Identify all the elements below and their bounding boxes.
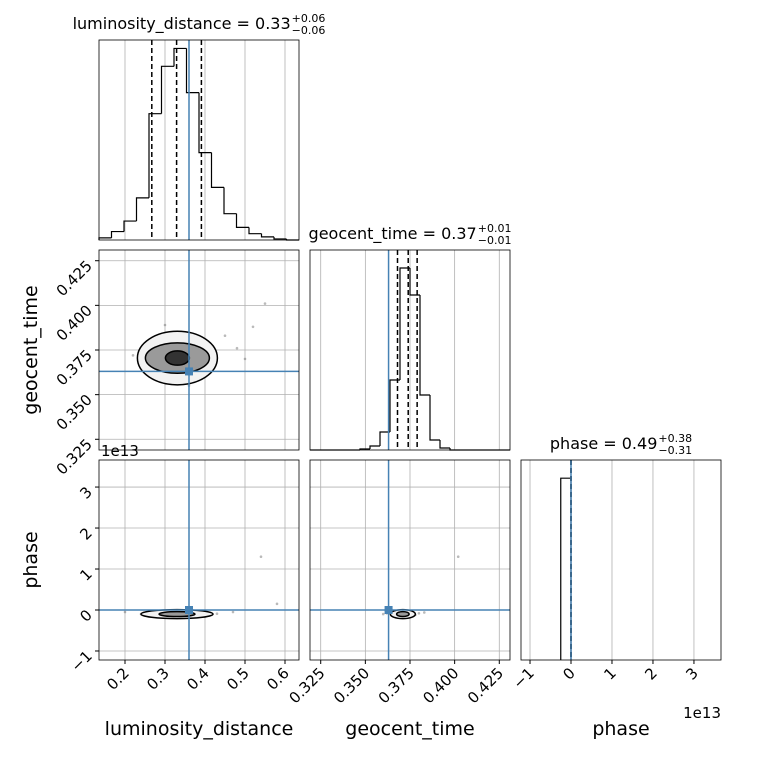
sample-point xyxy=(215,612,219,615)
x-tick-label: 0.425 xyxy=(464,664,507,707)
x-offset-label: 1e13 xyxy=(683,704,721,722)
truth-marker xyxy=(185,367,193,376)
title-sup: +0.38 xyxy=(658,432,692,445)
sample-point xyxy=(123,610,127,614)
y-axis-label: phase xyxy=(20,531,42,588)
hist-bin xyxy=(135,197,149,222)
hist-bin xyxy=(389,379,400,432)
panel-frame xyxy=(309,249,511,451)
hist-bin xyxy=(248,227,262,235)
y-tick-label: 0.350 xyxy=(53,391,96,434)
sample-point xyxy=(131,354,135,357)
hist-bin xyxy=(379,431,390,446)
x-tick-label: 1 xyxy=(600,664,619,683)
hist-bin xyxy=(148,113,162,198)
panel-frame xyxy=(98,459,300,661)
truth-marker xyxy=(384,606,393,614)
title-sup: +0.06 xyxy=(292,12,326,25)
hist-bin xyxy=(369,445,380,449)
sample-point xyxy=(235,346,239,350)
hist-bin xyxy=(560,477,572,660)
sample-point xyxy=(231,610,235,614)
title-sub: −0.01 xyxy=(478,234,512,247)
hist-bin xyxy=(198,92,212,154)
hist-bin xyxy=(185,48,199,94)
x-axis-label: phase xyxy=(592,718,649,740)
panel-content xyxy=(99,460,299,660)
x-tick-label: 0.6 xyxy=(263,664,293,694)
title-sub: −0.31 xyxy=(658,444,692,457)
x-tick-label: 0.350 xyxy=(330,664,373,707)
y-tick-label: 0.325 xyxy=(53,435,96,478)
x-tick-label: 2 xyxy=(641,664,660,683)
x-axis-label: luminosity_distance xyxy=(105,718,294,740)
sample-point xyxy=(163,323,167,327)
x-tick-label: 0.400 xyxy=(419,664,462,707)
hist-bin xyxy=(419,295,430,396)
contour xyxy=(395,610,410,618)
sample-point xyxy=(381,612,385,616)
title-sup: +0.01 xyxy=(478,222,512,235)
x-tick-label: 0.375 xyxy=(375,664,418,707)
sample-point xyxy=(259,555,263,559)
y-tick-label: 0 xyxy=(76,606,95,625)
hist-bin xyxy=(260,233,274,238)
x-tick-label: −1 xyxy=(509,664,537,692)
sample-point xyxy=(275,602,279,606)
panel-frame xyxy=(98,39,300,241)
sample-point xyxy=(243,357,247,361)
hist-bin xyxy=(160,65,174,114)
y-offset-label: 1e13 xyxy=(101,442,139,460)
sample-point xyxy=(263,302,267,305)
title-sub: −0.06 xyxy=(292,24,326,37)
hist-bin xyxy=(173,47,187,67)
x-tick-label: 0.5 xyxy=(223,664,253,694)
y-tick-label: 0.425 xyxy=(53,257,96,300)
sample-point xyxy=(223,334,227,338)
hist-bin xyxy=(235,213,249,228)
sample-point xyxy=(456,555,460,559)
y-tick-label: 0.375 xyxy=(53,346,96,389)
hist-bin xyxy=(429,395,440,441)
y-tick-label: −1 xyxy=(67,647,95,675)
x-tick-label: 0.2 xyxy=(103,664,133,694)
x-tick-label: 0.4 xyxy=(183,664,213,694)
x-tick-label: 0.3 xyxy=(143,664,173,694)
hist-bin xyxy=(210,152,224,188)
panel-content xyxy=(99,250,299,450)
x-tick-label: 3 xyxy=(682,664,701,683)
panel-frame xyxy=(520,459,722,661)
hist-bin xyxy=(399,267,410,380)
hist-bin xyxy=(110,230,124,238)
hist-bin xyxy=(273,236,287,240)
hist-bin xyxy=(439,440,450,449)
y-tick-label: 0.400 xyxy=(53,301,96,344)
x-tick-label: 0 xyxy=(559,664,578,683)
contour xyxy=(164,350,191,366)
hist-bin xyxy=(409,268,420,296)
sample-point xyxy=(422,611,426,614)
y-tick-label: 2 xyxy=(76,524,95,543)
x-axis-label: geocent_time xyxy=(345,718,474,740)
panel-content xyxy=(310,460,510,660)
hist-bin xyxy=(223,187,237,215)
truth-marker xyxy=(185,606,193,614)
x-tick-label: 0.325 xyxy=(285,664,328,707)
y-axis-label: geocent_time xyxy=(20,285,42,414)
y-tick-label: 3 xyxy=(76,483,95,502)
panel-title: geocent_time = 0.37 xyxy=(309,224,477,244)
sample-point xyxy=(251,325,255,329)
sample-point xyxy=(417,611,421,615)
panel-title: phase = 0.49 xyxy=(550,434,657,453)
y-tick-label: 1 xyxy=(76,565,95,584)
panel-title: luminosity_distance = 0.33 xyxy=(73,14,291,34)
hist-bin xyxy=(123,220,137,232)
